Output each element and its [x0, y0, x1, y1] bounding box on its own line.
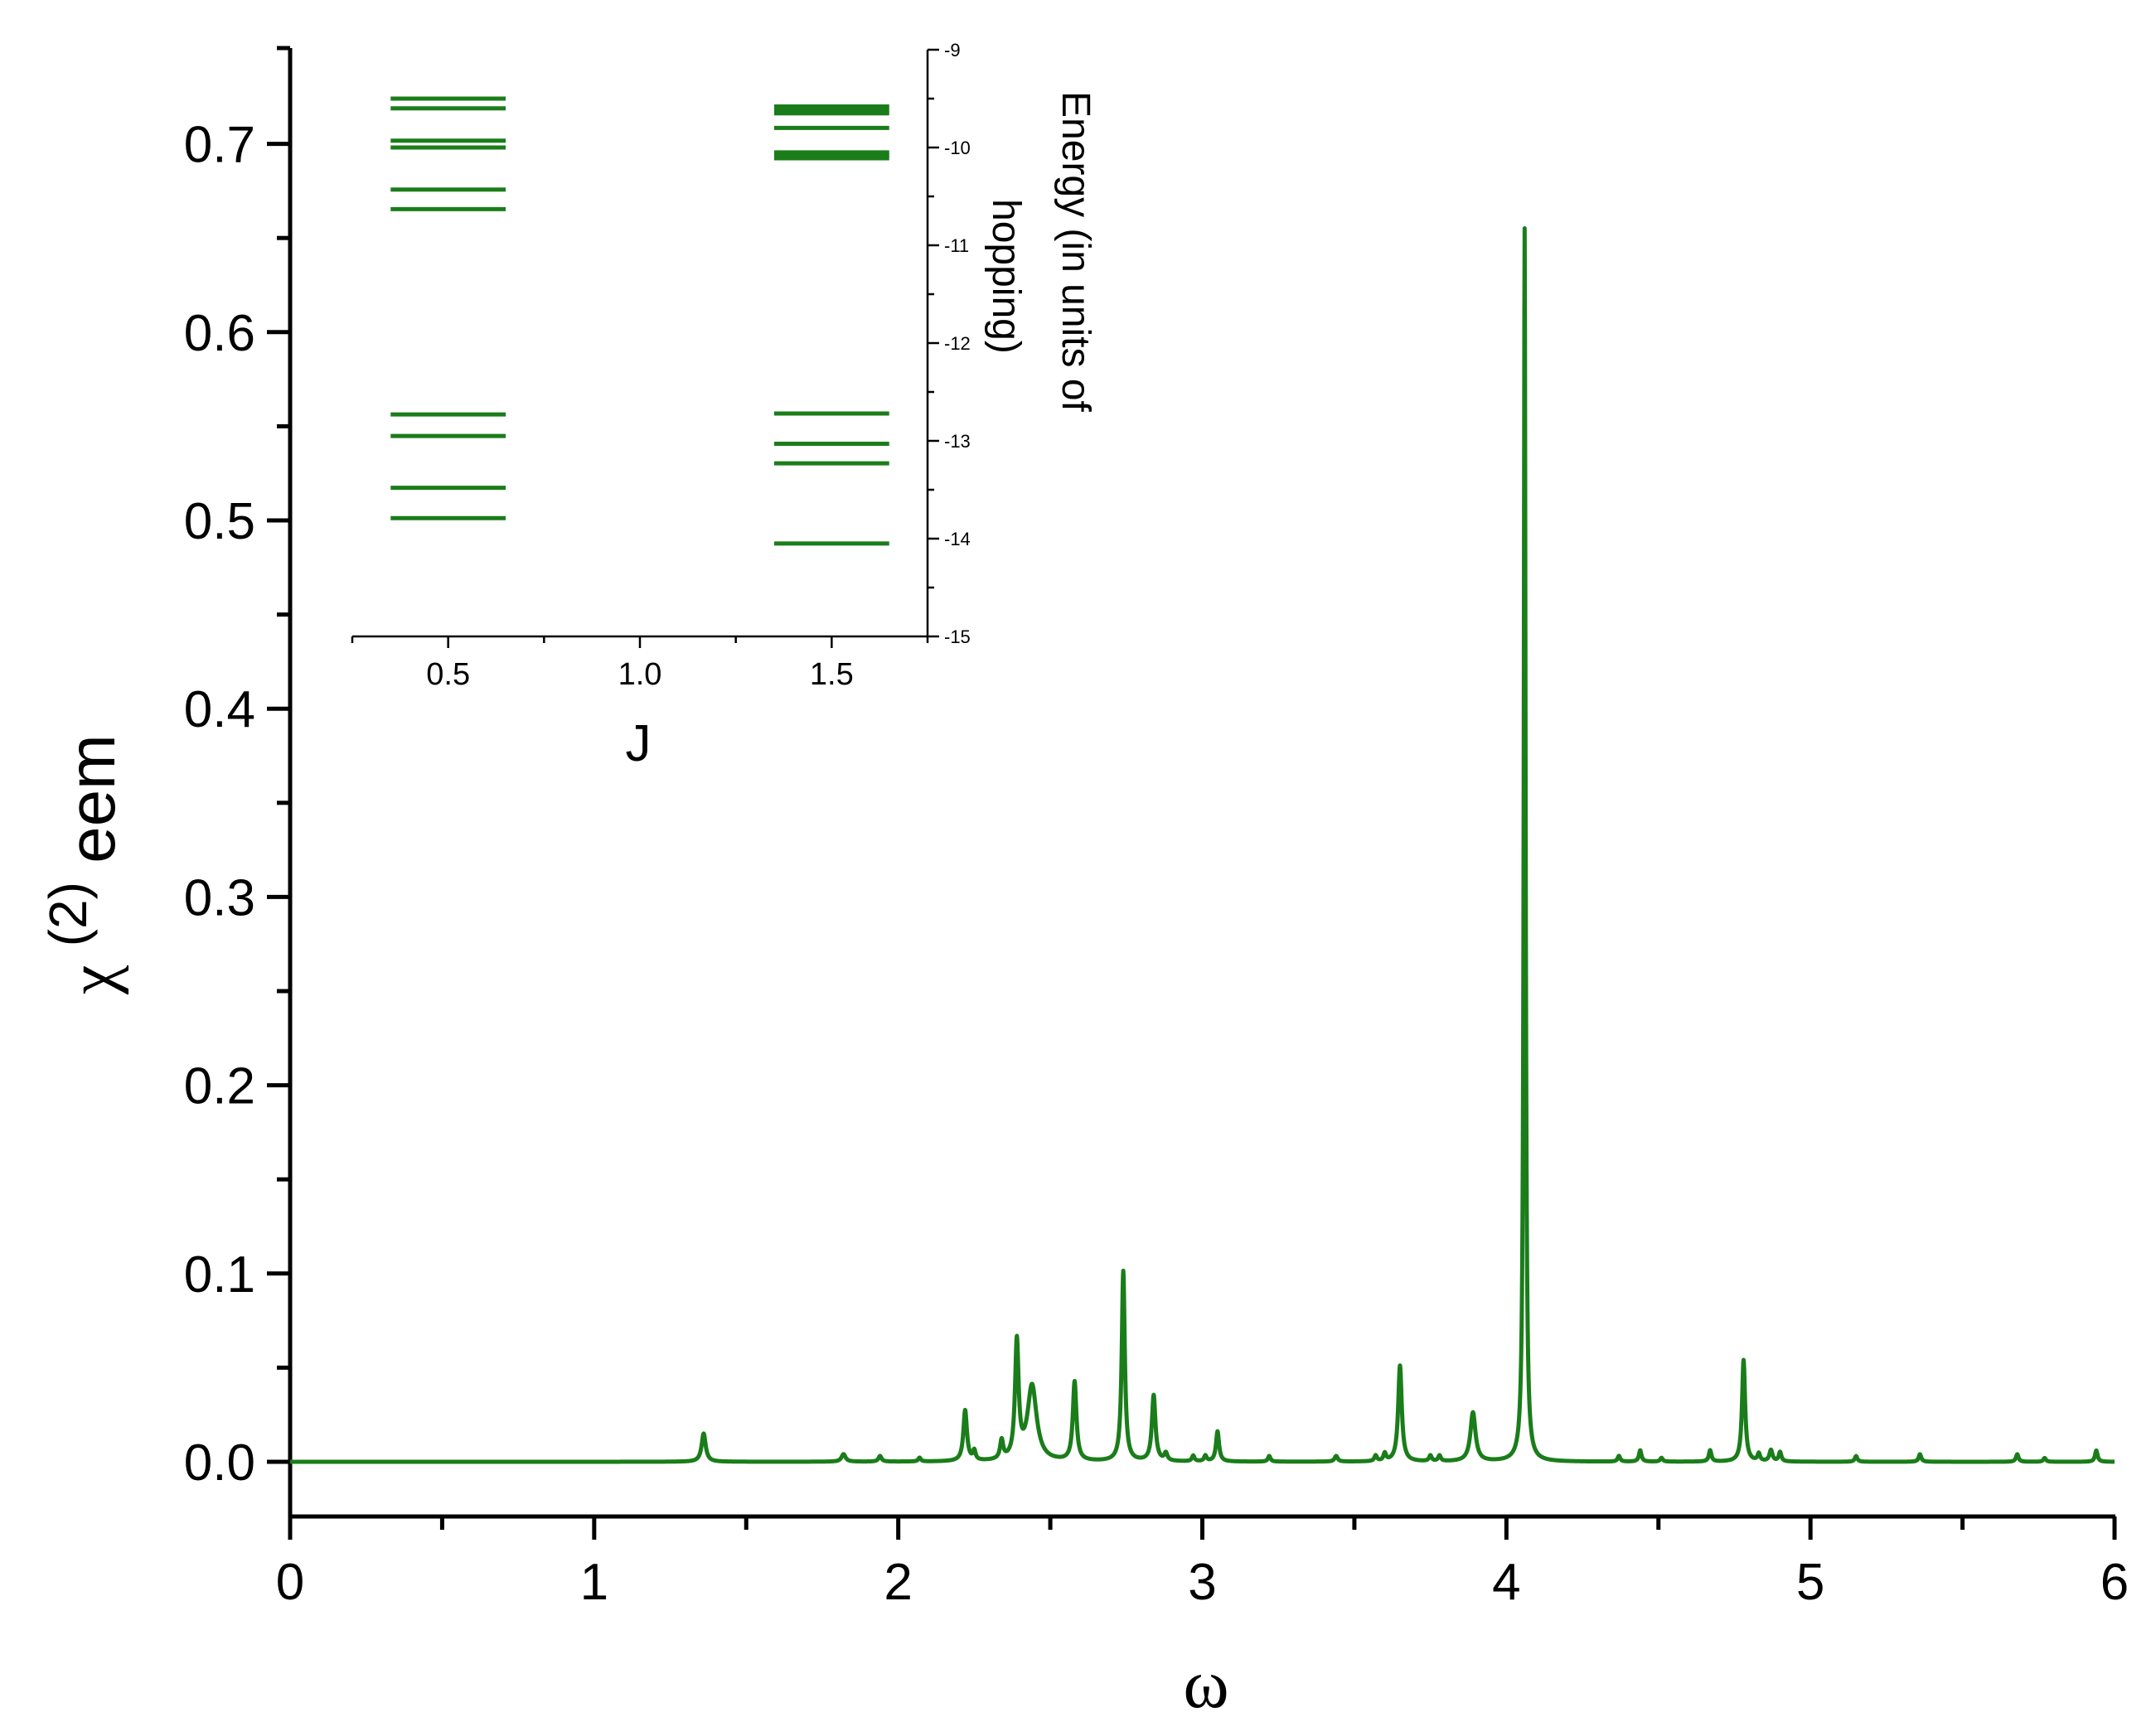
series-line-chi2 — [288, 226, 2117, 1464]
y-tick-label: 0.5 — [184, 493, 255, 550]
inset-y-tick-label: -11 — [944, 235, 969, 256]
inset-x-tick-label: 1.0 — [618, 657, 662, 692]
x-tick-label: 1 — [580, 1554, 608, 1611]
y-tick-label: 0.6 — [184, 305, 255, 362]
inset-y-tick-label: -9 — [944, 40, 961, 60]
y-tick-label: 0.0 — [184, 1434, 255, 1492]
y-tick-label: 0.2 — [184, 1058, 255, 1115]
x-tick-label: 2 — [884, 1554, 912, 1611]
x-tick-label: 3 — [1188, 1554, 1216, 1611]
y-tick-label: 0.3 — [184, 869, 255, 926]
y-axis-label-symbol: χ — [56, 965, 129, 995]
y-tick-label: 0.7 — [184, 117, 255, 174]
inset-y-axis-label-line1: Energy (in units of — [1054, 91, 1097, 413]
svg-text:χ (2) eem: χ (2) eem — [27, 734, 129, 995]
main-axes — [288, 48, 2115, 1519]
inset-y-tick-label: -13 — [944, 431, 971, 452]
svg-text:Energy (in units of ho: Energy (in units of hopping) — [984, 91, 1097, 423]
x-tick-label: 6 — [2100, 1554, 2129, 1611]
inset-y-tick-label: -14 — [944, 529, 971, 549]
inset-y-tick-label: -12 — [944, 333, 971, 354]
inset-ticks — [351, 48, 939, 648]
y-tick-label: 0.4 — [184, 681, 255, 738]
inset-x-tick-label: 1.5 — [810, 657, 854, 692]
inset-chart: 0.5 1.0 1.5 -9 -10 -11 -12 -13 -14 -15 J Energy (… — [351, 40, 1097, 772]
y-tick-label: 0.1 — [184, 1246, 255, 1304]
y-axis-label: χ (2) eem — [27, 734, 129, 995]
main-ticks — [267, 46, 2117, 1540]
main-chart: 0 1 2 3 4 5 6 0.0 0.1 0.2 0.3 0.4 0.5 0.6 0.7 ω χ (2) … — [27, 46, 2129, 1722]
inset-x-axis-label: J — [626, 715, 652, 772]
x-axis-label: ω — [1183, 1646, 1228, 1722]
x-tick-label: 4 — [1492, 1554, 1520, 1611]
inset-x-tick-label: 0.5 — [426, 657, 470, 692]
main-tick-labels: 0 1 2 3 4 5 6 0.0 0.1 0.2 0.3 0.4 0.5 0.6 0.7 — [184, 117, 2129, 1611]
inset-y-axis-label-line2: hopping) — [984, 199, 1028, 354]
y-axis-label-subscript: eem — [55, 734, 128, 863]
y-axis-label-superscript: (2) — [38, 882, 98, 946]
inset-y-tick-label: -10 — [944, 138, 971, 158]
inset-tick-labels: 0.5 1.0 1.5 -9 -10 -11 -12 -13 -14 -15 — [426, 40, 971, 692]
x-tick-label: 5 — [1796, 1554, 1824, 1611]
inset-energy-levels — [390, 96, 889, 546]
x-tick-label: 0 — [276, 1554, 304, 1611]
inset-y-axis-label: Energy (in units of hopping) — [984, 91, 1097, 423]
inset-y-tick-label: -15 — [944, 626, 971, 647]
